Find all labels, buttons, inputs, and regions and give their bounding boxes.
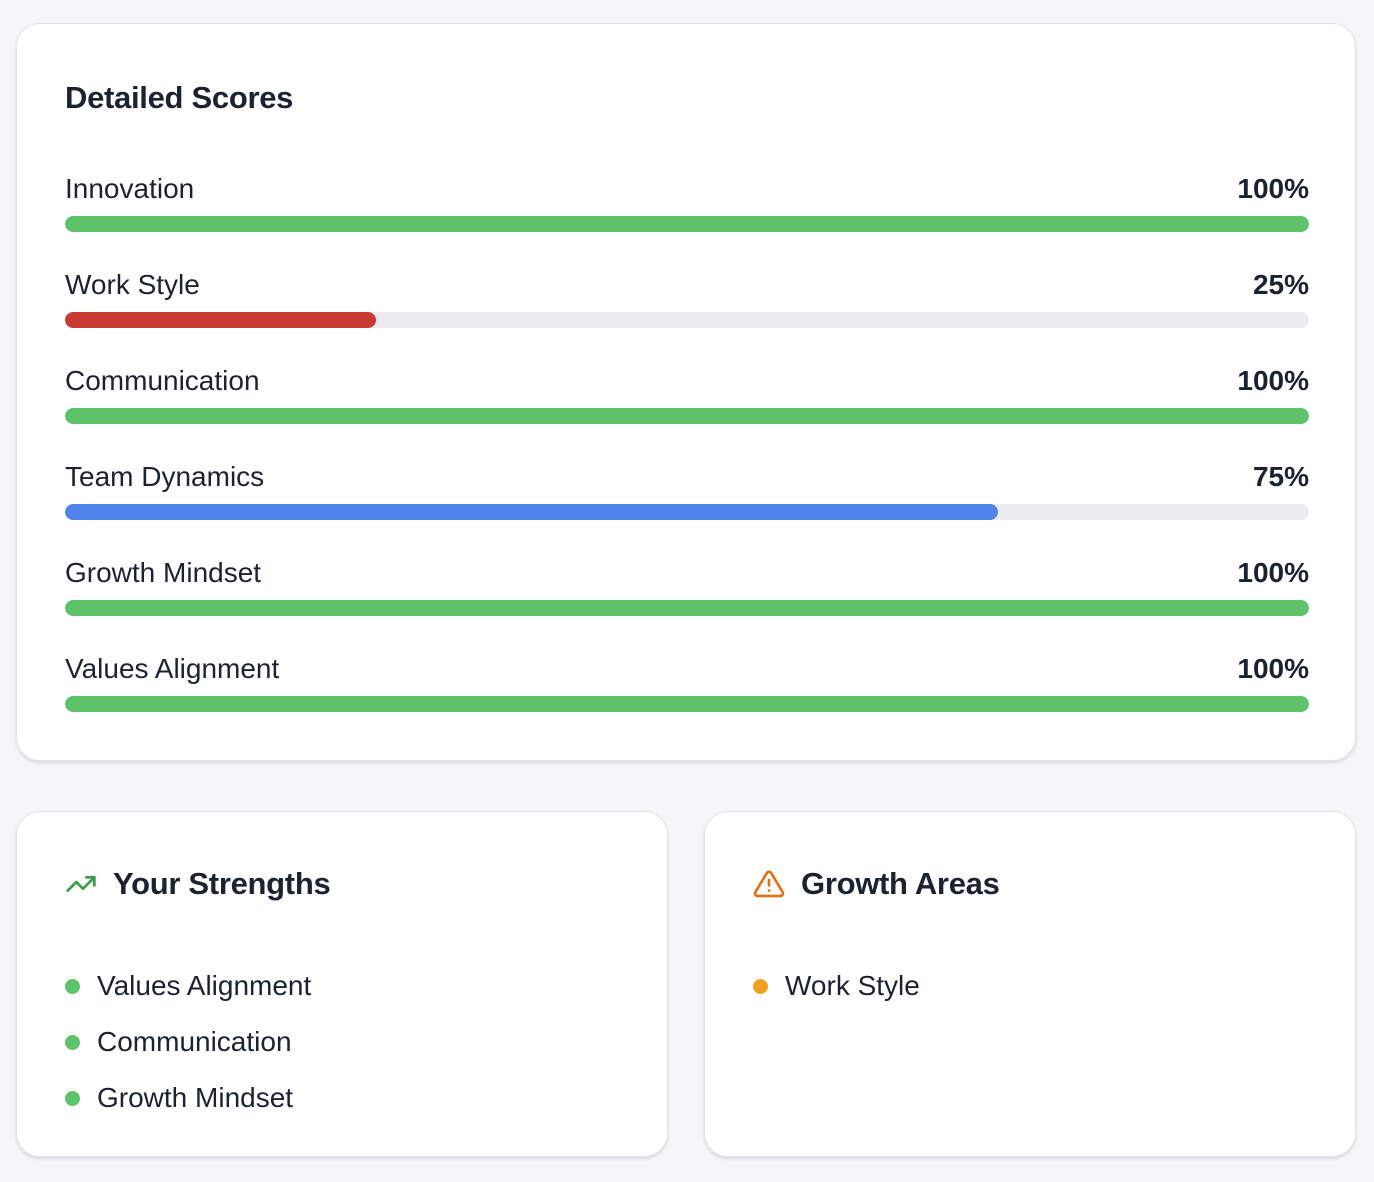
warning-triangle-icon (753, 868, 785, 900)
score-list: Innovation 100% Work Style 25% Communica… (65, 172, 1309, 748)
growth-areas-list: Work Style (753, 958, 920, 1014)
strengths-title: Your Strengths (113, 866, 331, 901)
score-value: 75% (1252, 461, 1309, 492)
growth-areas-header: Growth Areas (753, 866, 1000, 902)
list-item: Growth Mindset (65, 1070, 311, 1126)
score-row-team-dynamics: Team Dynamics 75% (65, 460, 1309, 556)
score-row-innovation: Innovation 100% (65, 172, 1309, 268)
score-row-values-alignment: Values Alignment 100% (65, 652, 1309, 748)
strength-label: Growth Mindset (97, 1082, 294, 1113)
strengths-card: Your Strengths Values Alignment Communic… (16, 811, 668, 1157)
progress-track (65, 216, 1309, 232)
score-row-communication: Communication 100% (65, 364, 1309, 460)
strengths-header: Your Strengths (65, 866, 331, 902)
progress-track (65, 696, 1309, 712)
score-row-work-style: Work Style 25% (65, 268, 1309, 364)
score-row-growth-mindset: Growth Mindset 100% (65, 556, 1309, 652)
score-label: Team Dynamics (65, 461, 265, 492)
list-item: Communication (65, 1014, 311, 1070)
strength-label: Communication (97, 1026, 292, 1057)
trending-up-icon (65, 868, 97, 900)
bullet-dot (65, 978, 80, 994)
progress-track (65, 408, 1309, 424)
score-value: 100% (1237, 173, 1309, 204)
score-label: Work Style (65, 269, 200, 300)
bullet-dot (65, 1034, 80, 1050)
detailed-scores-card: Detailed Scores Innovation 100% Work Sty… (16, 23, 1356, 761)
bullet-dot (753, 978, 768, 994)
progress-fill (65, 312, 376, 328)
score-value: 25% (1252, 269, 1309, 300)
progress-fill (65, 600, 1309, 616)
progress-track (65, 504, 1309, 520)
strength-label: Values Alignment (97, 970, 312, 1001)
list-item: Work Style (753, 958, 920, 1014)
score-label: Innovation (65, 173, 195, 204)
score-value: 100% (1237, 653, 1309, 684)
list-item: Values Alignment (65, 958, 311, 1014)
score-label: Growth Mindset (65, 557, 262, 588)
growth-areas-title: Growth Areas (801, 866, 1000, 901)
progress-fill (65, 216, 1309, 232)
score-label: Communication (65, 365, 260, 396)
strengths-list: Values Alignment Communication Growth Mi… (65, 958, 311, 1126)
progress-fill (65, 504, 998, 520)
progress-track (65, 600, 1309, 616)
growth-areas-card: Growth Areas Work Style (704, 811, 1356, 1157)
growth-area-label: Work Style (785, 970, 920, 1001)
bullet-dot (65, 1090, 80, 1106)
score-label: Values Alignment (65, 653, 280, 684)
progress-track (65, 312, 1309, 328)
score-value: 100% (1237, 365, 1309, 396)
progress-fill (65, 408, 1309, 424)
detailed-scores-title: Detailed Scores (65, 80, 294, 115)
score-value: 100% (1237, 557, 1309, 588)
progress-fill (65, 696, 1309, 712)
